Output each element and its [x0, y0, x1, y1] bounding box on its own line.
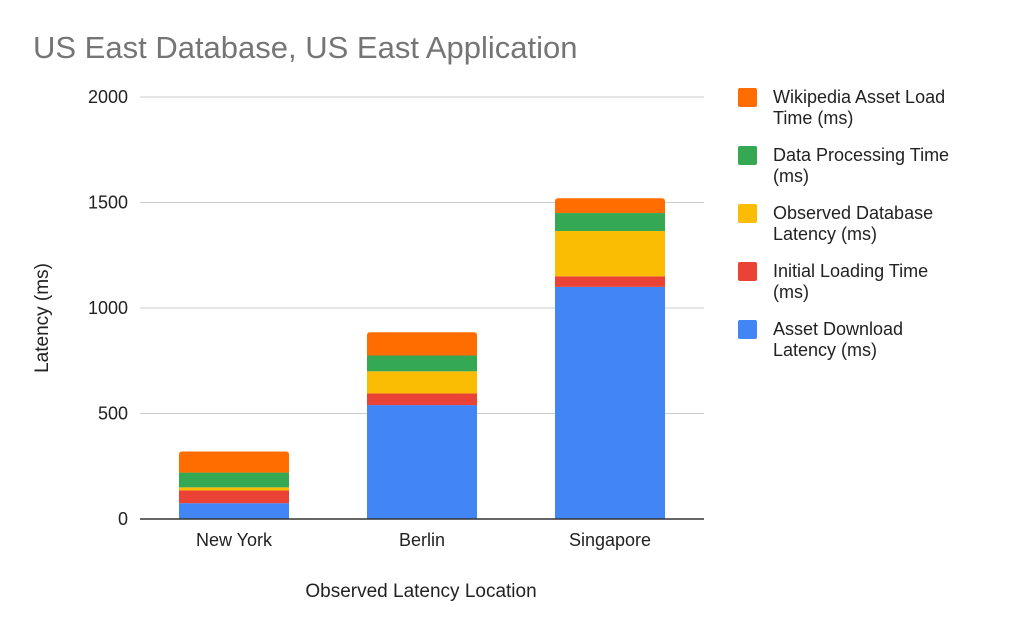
legend-swatch [738, 88, 757, 107]
x-tick-label: Singapore [569, 530, 651, 550]
x-axis-title: Observed Latency Location [305, 581, 536, 602]
y-axis-ticks: 0 500 1000 1500 2000 [88, 87, 128, 529]
y-tick-label: 1500 [88, 193, 128, 213]
legend-swatch [738, 320, 757, 339]
bar-segment [555, 286, 665, 519]
x-tick-label: Berlin [399, 530, 445, 550]
bar-segment [555, 198, 665, 214]
legend-label: Latency (ms) [773, 224, 877, 244]
legend-label: Time (ms) [773, 108, 853, 128]
bar-segment [367, 393, 477, 406]
legend-label: (ms) [773, 282, 809, 302]
bar-segment [179, 503, 289, 519]
y-axis-title: Latency (ms) [32, 263, 53, 373]
bar-segment [367, 355, 477, 372]
bar-segment [179, 472, 289, 488]
bar-segment [367, 332, 477, 356]
bar-segment [179, 487, 289, 491]
bar-segment [555, 213, 665, 231]
y-tick-label: 1000 [88, 298, 128, 318]
legend-label: Asset Download [773, 319, 903, 339]
x-tick-label: New York [196, 530, 273, 550]
bar-segment [555, 230, 665, 277]
y-tick-label: 0 [118, 509, 128, 529]
bar-segment [179, 490, 289, 504]
bar-segment [367, 405, 477, 519]
legend-label: Data Processing Time [773, 145, 949, 165]
x-axis-ticks: New York Berlin Singapore [196, 530, 651, 550]
chart-title: US East Database, US East Application [33, 30, 578, 65]
y-tick-label: 2000 [88, 87, 128, 107]
legend-label: Latency (ms) [773, 340, 877, 360]
legend-label: (ms) [773, 166, 809, 186]
legend-swatch [738, 146, 757, 165]
y-tick-label: 500 [98, 404, 128, 424]
bar-segment [367, 371, 477, 394]
legend-swatch [738, 262, 757, 281]
bar-segment [555, 276, 665, 287]
bars [179, 198, 665, 519]
legend-label: Wikipedia Asset Load [773, 87, 945, 107]
legend-swatch [738, 204, 757, 223]
legend-label: Initial Loading Time [773, 261, 928, 281]
bar-segment [179, 451, 289, 473]
legend-label: Observed Database [773, 203, 933, 223]
